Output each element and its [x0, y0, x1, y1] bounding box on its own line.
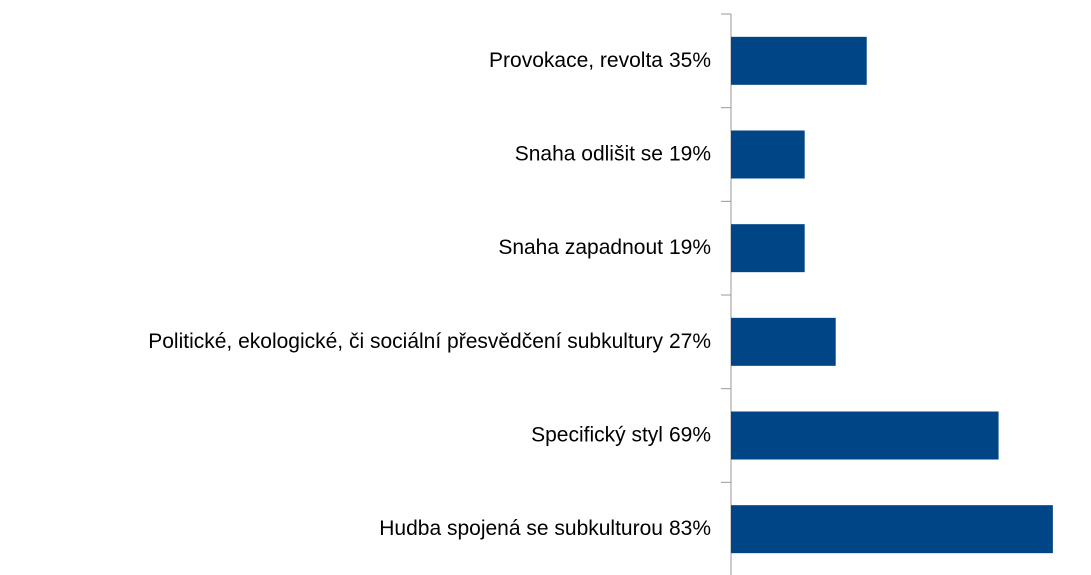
bar [731, 505, 1053, 554]
value-label: 69% [669, 423, 711, 446]
category-name: Provokace, revolta [489, 48, 663, 71]
bar [731, 130, 805, 179]
category-label: Politické, ekologické, či sociální přesv… [148, 329, 711, 352]
category-label: Provokace, revolta 35% [489, 48, 711, 71]
category-label: Hudba spojená se subkulturou 83% [379, 517, 711, 540]
bar [731, 317, 836, 366]
category-name: Snaha odlišit se [515, 142, 663, 165]
bar [731, 36, 867, 85]
value-label: 27% [669, 329, 711, 352]
category-label: Specifický styl 69% [531, 423, 711, 446]
category-label: Snaha zapadnout 19% [498, 236, 711, 259]
category-name: Hudba spojená se subkulturou [379, 517, 663, 540]
category-label: Snaha odlišit se 19% [515, 142, 711, 165]
value-label: 19% [669, 236, 711, 259]
value-label: 19% [669, 142, 711, 165]
bar [731, 411, 999, 460]
value-label: 35% [669, 48, 711, 71]
category-name: Snaha zapadnout [498, 236, 663, 259]
category-name: Specifický styl [531, 423, 663, 446]
bar [731, 224, 805, 273]
value-label: 83% [669, 517, 711, 540]
category-name: Politické, ekologické, či sociální přesv… [148, 329, 663, 352]
